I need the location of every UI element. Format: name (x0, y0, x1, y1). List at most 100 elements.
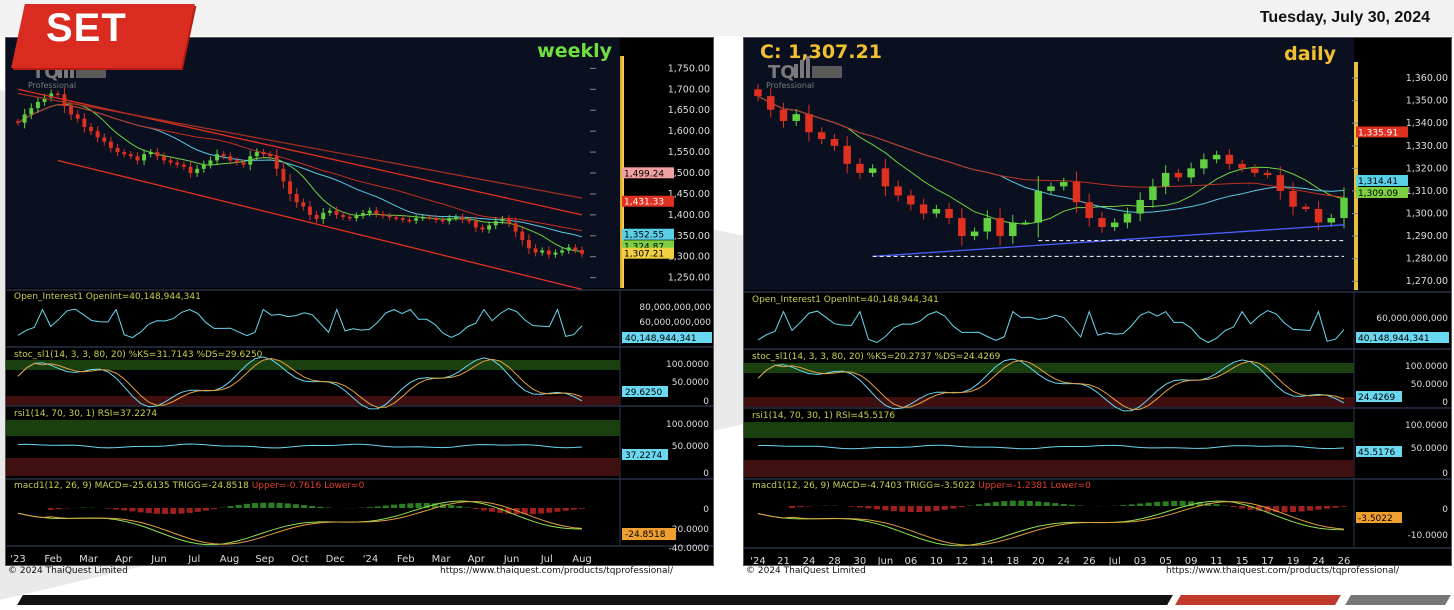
price-tag (622, 195, 674, 207)
macd-histogram-bar (1196, 501, 1203, 506)
macd-histogram-bar (301, 505, 308, 508)
candle-body (1263, 172, 1272, 176)
candle-body (288, 181, 293, 194)
macd-histogram-bar (1001, 501, 1008, 506)
macd-histogram-bar (1043, 502, 1050, 506)
candle-body (754, 89, 762, 97)
candle-body (907, 195, 915, 205)
candle-body (493, 221, 498, 226)
candle-body (1327, 218, 1336, 223)
macd-histogram-bar (1052, 503, 1059, 506)
stoc-axis-0: 100.0000 (1405, 362, 1448, 372)
candle-body (1302, 206, 1310, 209)
candle-body (1187, 168, 1195, 178)
macd-histogram-bar (268, 502, 275, 508)
macd-histogram-bar (529, 508, 536, 515)
candle-body (420, 216, 425, 219)
candle-body (580, 250, 584, 254)
candle-body (473, 221, 478, 228)
macd-histogram-bar (415, 502, 422, 508)
candle-body (1200, 159, 1208, 169)
time-axis-tick: Dec (326, 554, 345, 565)
macd-histogram-bar (1290, 506, 1297, 513)
candle-body (460, 216, 465, 220)
candle-body (274, 156, 279, 169)
macd-histogram-bar (489, 508, 496, 512)
candle-body (1110, 222, 1119, 228)
candle-body (1072, 181, 1081, 203)
time-axis-tick: 12 (955, 556, 968, 565)
candle-body (327, 210, 332, 213)
macd-histogram-bar (47, 508, 54, 510)
candle-body (128, 154, 133, 157)
macd-histogram-bar (162, 508, 169, 515)
candle-body (122, 152, 127, 155)
candle-body (248, 156, 253, 165)
oi-tag: 40,148,944,341 (1358, 334, 1430, 344)
tq-logo: TQ Professional (766, 56, 842, 90)
macd-histogram-bar (950, 506, 957, 509)
macd-histogram-bar (570, 508, 577, 510)
macd-histogram-bar (170, 508, 177, 514)
macd-histogram-bar (941, 506, 948, 510)
candle-body (82, 118, 87, 127)
price-axis-tick: 1,700.00 (668, 84, 710, 95)
macd-histogram-bar (1009, 500, 1016, 506)
candle-body (447, 218, 452, 222)
macd-histogram-bar (497, 508, 504, 513)
macd-histogram-bar (292, 504, 299, 508)
candle-body (387, 215, 392, 218)
price-axis-tick: 1,450.00 (668, 189, 710, 200)
right-url[interactable]: https://www.thaiquest.com/products/tqpro… (1166, 566, 1400, 576)
macd-label: macd1(12, 26, 9) MACD=-4.7403 TRIGG=-3.5… (752, 481, 1091, 491)
macd-histogram-bar (1162, 501, 1169, 506)
macd-histogram-bar (374, 506, 381, 508)
candle-body (361, 213, 366, 216)
candle-body (540, 250, 545, 253)
macd-histogram-bar (284, 503, 291, 508)
time-axis-tick: Jul (540, 554, 553, 565)
macd-histogram-bar (317, 506, 324, 508)
macd-histogram-bar (203, 508, 209, 511)
candle-body (533, 248, 538, 253)
macd-histogram-bar (538, 508, 545, 514)
candle-body (526, 239, 531, 249)
macd-tag: -3.5022 (1358, 514, 1393, 524)
candle-body (1251, 168, 1259, 173)
price-axis-tick: 1,300.00 (668, 252, 710, 263)
time-axis-tick: 03 (1134, 556, 1147, 565)
candle-body (301, 202, 306, 207)
macd-histogram-bar (788, 506, 795, 508)
time-axis-tick: 06 (905, 556, 918, 565)
time-axis-tick: Sep (255, 554, 274, 565)
candle-body (115, 147, 120, 153)
candle-body (228, 156, 233, 161)
rsi-axis-0: 100.0000 (666, 420, 709, 430)
macd-histogram-bar (797, 506, 804, 508)
stoc-d-line (17, 357, 583, 409)
candle-body (958, 218, 966, 237)
price-axis-tick: 1,360.00 (1406, 73, 1448, 84)
trigger-line (757, 501, 1345, 546)
candle-body (894, 186, 902, 196)
rsi-axis-2: 0 (703, 469, 709, 479)
daily-chart: C: 1,307.21 daily TQ Professional 1,360.… (744, 38, 1451, 565)
oi-line (17, 307, 583, 339)
macd-axis-1: -20.0000 (669, 525, 710, 535)
time-axis-tick: Jun (150, 554, 167, 565)
stoc-k-line (757, 358, 1345, 412)
macd-histogram-bar (975, 504, 982, 506)
macd-histogram-bar (1213, 504, 1220, 506)
macd-histogram-bar (1120, 505, 1127, 506)
left-url[interactable]: https://www.thaiquest.com/products/tqpro… (440, 566, 674, 576)
candle-body (919, 204, 928, 214)
macd-axis-0: 0 (1442, 505, 1448, 515)
candle-body (1238, 163, 1246, 169)
macd-histogram-bar (1035, 501, 1042, 506)
price-axis-tick: 1,280.00 (1406, 254, 1448, 265)
time-axis-tick: 30 (854, 556, 867, 565)
price-tag-text: 1,431.33 (624, 198, 664, 208)
macd-histogram-bar (848, 506, 855, 507)
price-tag-text: 1,309.09 (1358, 189, 1398, 199)
time-axis-tick: Jul (187, 554, 200, 565)
